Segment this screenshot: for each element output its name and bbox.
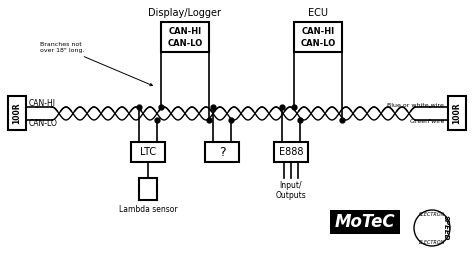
Text: 100R: 100R (453, 102, 462, 124)
Bar (139, 178, 157, 200)
Bar (161, 22, 209, 52)
Bar (274, 142, 308, 162)
Text: CAN-HI: CAN-HI (29, 99, 56, 108)
Bar (294, 22, 342, 52)
Text: Input/
Outputs: Input/ Outputs (275, 181, 306, 200)
Text: 100R: 100R (12, 102, 21, 124)
Text: CAN-LO: CAN-LO (167, 38, 202, 48)
Text: CAN-LO: CAN-LO (29, 119, 58, 128)
Text: Lambda sensor: Lambda sensor (118, 205, 177, 214)
Text: CAN-HI: CAN-HI (301, 27, 335, 36)
Text: SPEED: SPEED (443, 215, 449, 241)
Bar (448, 96, 466, 130)
Text: Display/Logger: Display/Logger (148, 8, 221, 18)
Text: ELECTRON: ELECTRON (419, 240, 445, 245)
Text: LTC: LTC (140, 147, 156, 157)
Bar (8, 96, 26, 130)
Text: ECU: ECU (308, 8, 328, 18)
Text: MoTeC: MoTeC (335, 213, 395, 231)
Text: ELECTRON: ELECTRON (419, 211, 445, 216)
Bar (205, 142, 239, 162)
Text: Blue or white wire: Blue or white wire (387, 103, 444, 108)
Bar (330, 210, 400, 234)
Text: CAN-HI: CAN-HI (168, 27, 201, 36)
Text: E888: E888 (279, 147, 303, 157)
Text: CAN-LO: CAN-LO (301, 38, 336, 48)
Bar (131, 142, 165, 162)
Text: Branches not
over 18" long.: Branches not over 18" long. (40, 42, 153, 86)
Text: Green wire: Green wire (410, 119, 444, 124)
Text: ?: ? (219, 145, 225, 159)
